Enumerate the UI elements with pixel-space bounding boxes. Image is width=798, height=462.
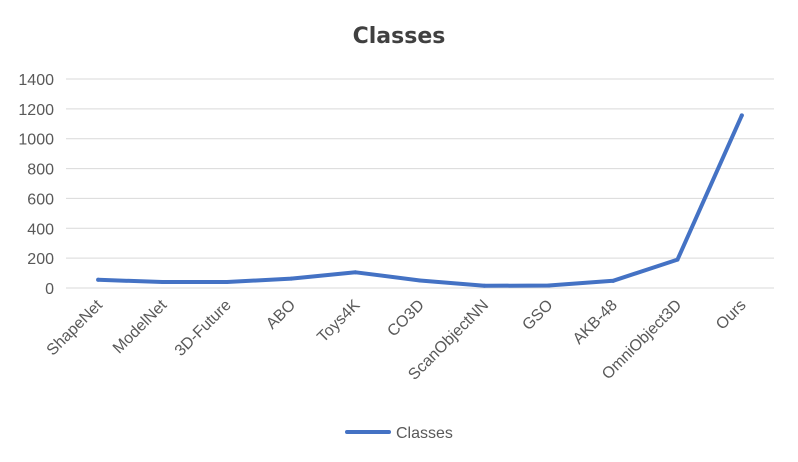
x-tick-label-toys4k: Toys4K bbox=[314, 297, 363, 346]
x-axis-tick-labels: ShapeNet ModelNet 3D-Future ABO Toys4K CO3DSc… bbox=[44, 296, 750, 383]
y-tick-label-0: 0 bbox=[45, 281, 54, 298]
data-point-abo bbox=[289, 276, 294, 281]
y-tick-label-1200: 1200 bbox=[18, 102, 54, 119]
chart-title: Classes bbox=[353, 24, 446, 49]
data-point-omniobject3d bbox=[675, 257, 680, 262]
x-tick-label-3d-future: 3D-Future bbox=[172, 297, 235, 360]
x-tick-label-abo: ABO bbox=[263, 297, 299, 333]
data-point-shapenet bbox=[96, 277, 101, 282]
y-tick-label-1000: 1000 bbox=[18, 132, 54, 149]
gridlines bbox=[66, 78, 774, 289]
x-tick-label-modelnet: ModelNet bbox=[110, 296, 171, 357]
x-tick-label-ours: Ours bbox=[713, 297, 750, 334]
data-point-toys4k bbox=[353, 270, 358, 275]
series-layer bbox=[96, 113, 744, 288]
legend-label-classes: Classes bbox=[396, 425, 453, 442]
data-point-akb-48 bbox=[611, 278, 616, 283]
data-point-modelnet bbox=[160, 280, 165, 285]
x-tick-label-co3d: CO3D bbox=[384, 297, 427, 340]
series-line-classes bbox=[96, 113, 744, 288]
data-point-ours bbox=[739, 113, 744, 118]
y-tick-label-200: 200 bbox=[27, 251, 54, 268]
x-tick-label-gso: GSO bbox=[519, 297, 556, 334]
data-point-gso bbox=[546, 283, 551, 288]
y-tick-label-1400: 1400 bbox=[18, 72, 54, 89]
data-point-scanobjectnn bbox=[482, 283, 487, 288]
y-axis-tick-labels: 0 200 400 600 800 1000 1200 1400 bbox=[18, 72, 54, 298]
data-point-co3d bbox=[418, 278, 422, 283]
y-tick-label-600: 600 bbox=[27, 191, 54, 208]
x-tick-label-shapenet: ShapeNet bbox=[44, 296, 107, 359]
data-point-3d-future bbox=[224, 280, 229, 285]
y-tick-label-800: 800 bbox=[27, 162, 54, 179]
y-tick-label-400: 400 bbox=[27, 221, 54, 238]
x-tick-label-akb-48: AKB-48 bbox=[570, 297, 621, 348]
legend: Classes bbox=[345, 425, 453, 442]
